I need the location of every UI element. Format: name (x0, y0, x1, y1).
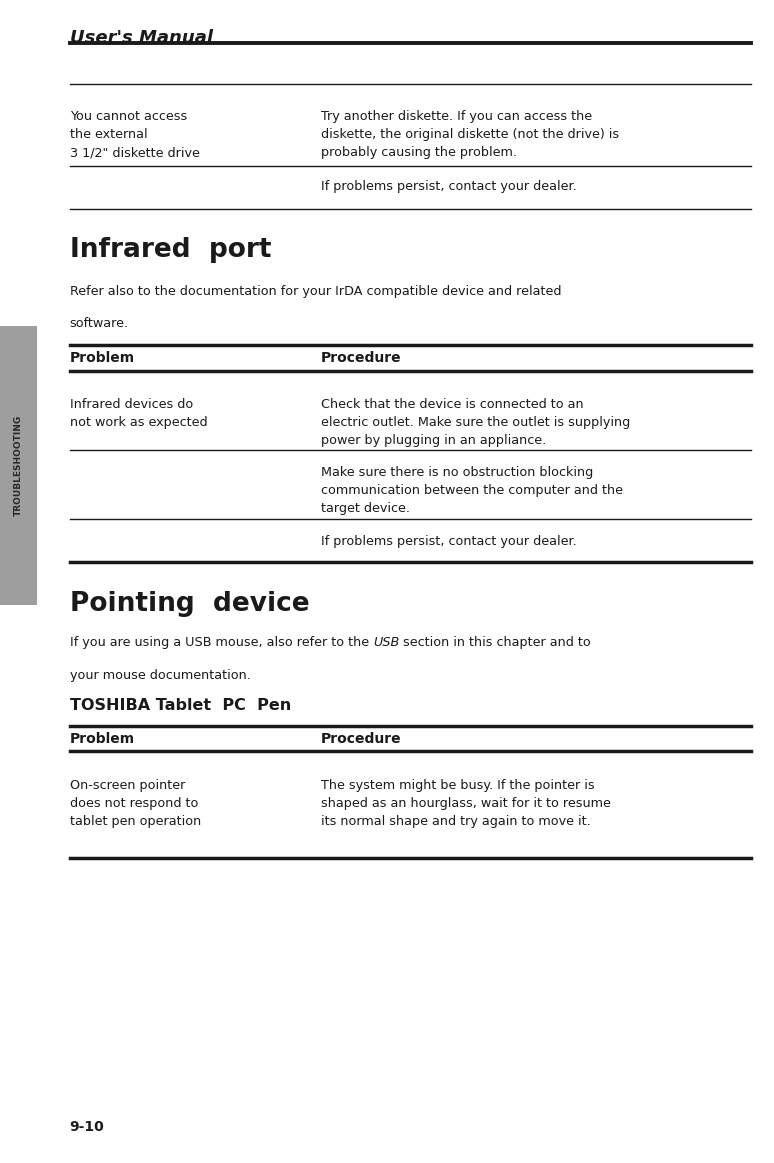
Text: TOSHIBA Tablet  PC  Pen: TOSHIBA Tablet PC Pen (70, 698, 291, 713)
Text: If problems persist, contact your dealer.: If problems persist, contact your dealer… (321, 535, 577, 548)
Text: Refer also to the documentation for your IrDA compatible device and related: Refer also to the documentation for your… (70, 285, 561, 298)
Text: Try another diskette. If you can access the
diskette, the original diskette (not: Try another diskette. If you can access … (321, 110, 619, 159)
Text: If problems persist, contact your dealer.: If problems persist, contact your dealer… (321, 180, 577, 193)
FancyBboxPatch shape (0, 326, 37, 605)
Text: Make sure there is no obstruction blocking
communication between the computer an: Make sure there is no obstruction blocki… (321, 466, 623, 515)
Text: User's Manual: User's Manual (70, 29, 213, 47)
Text: Procedure: Procedure (321, 351, 402, 365)
Text: USB: USB (373, 636, 399, 649)
Text: Problem: Problem (70, 732, 135, 745)
Text: If you are using a USB mouse, also refer to the: If you are using a USB mouse, also refer… (70, 636, 373, 649)
Text: Check that the device is connected to an
electric outlet. Make sure the outlet i: Check that the device is connected to an… (321, 398, 631, 447)
Text: Procedure: Procedure (321, 732, 402, 745)
Text: Pointing  device: Pointing device (70, 591, 310, 616)
Text: Problem: Problem (70, 351, 135, 365)
Text: Infrared  port: Infrared port (70, 237, 271, 263)
Text: The system might be busy. If the pointer is
shaped as an hourglass, wait for it : The system might be busy. If the pointer… (321, 779, 611, 828)
Text: 9-10: 9-10 (70, 1120, 104, 1134)
Text: Infrared devices do
not work as expected: Infrared devices do not work as expected (70, 398, 207, 429)
Text: You cannot access
the external
3 1/2" diskette drive: You cannot access the external 3 1/2" di… (70, 110, 200, 159)
Text: section in this chapter and to: section in this chapter and to (399, 636, 591, 649)
Text: On-screen pointer
does not respond to
tablet pen operation: On-screen pointer does not respond to ta… (70, 779, 201, 828)
Text: TROUBLESHOOTING: TROUBLESHOOTING (14, 414, 23, 516)
Text: software.: software. (70, 317, 128, 330)
Text: your mouse documentation.: your mouse documentation. (70, 669, 251, 682)
